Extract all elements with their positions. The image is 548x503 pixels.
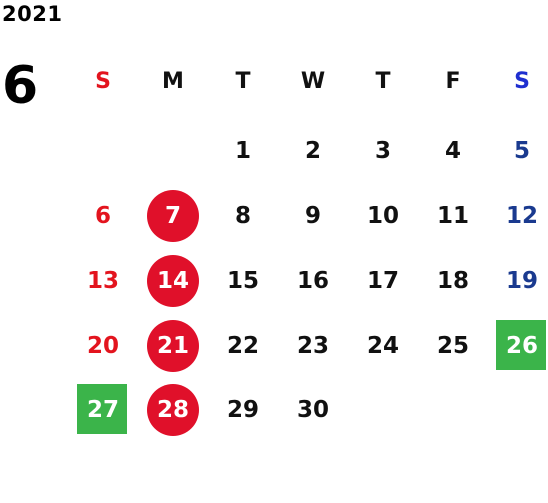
day-number: 28 (156, 397, 189, 423)
day-cell-holiday[interactable]: 14 (143, 255, 203, 307)
day-cell[interactable]: 13 (73, 255, 133, 307)
weekday-header: W (300, 68, 326, 94)
day-cell[interactable]: 4 (423, 125, 483, 177)
day-cell[interactable]: 12 (492, 190, 548, 242)
day-number: 1 (234, 138, 251, 164)
day-cell-highlighted[interactable]: 26 (492, 320, 548, 372)
day-number: 30 (296, 397, 329, 423)
day-number: 18 (436, 268, 469, 294)
day-number: 2 (304, 138, 321, 164)
day-number: 5 (513, 138, 530, 164)
day-cell-highlighted[interactable]: 27 (73, 384, 133, 436)
day-number: 3 (374, 138, 391, 164)
day-cell-holiday[interactable]: 21 (143, 320, 203, 372)
day-number: 6 (94, 203, 111, 229)
day-number: 11 (436, 203, 469, 229)
month-label: 6 (2, 56, 39, 116)
weekday-header: T (375, 68, 391, 94)
day-cell[interactable]: 16 (283, 255, 343, 307)
day-number: 26 (505, 333, 538, 359)
day-cell[interactable]: 15 (213, 255, 273, 307)
day-cell[interactable]: 18 (423, 255, 483, 307)
weekday-header: M (162, 68, 184, 94)
day-cell[interactable]: 11 (423, 190, 483, 242)
weekday-header: T (235, 68, 251, 94)
day-cell[interactable]: 19 (492, 255, 548, 307)
day-cell[interactable]: 2 (283, 125, 343, 177)
day-number: 10 (366, 203, 399, 229)
day-cell[interactable]: 29 (213, 384, 273, 436)
day-number: 16 (296, 268, 329, 294)
day-cell-holiday[interactable]: 28 (143, 384, 203, 436)
weekday-header: S (95, 68, 111, 94)
day-number: 19 (505, 268, 538, 294)
day-number: 12 (505, 203, 538, 229)
day-number: 14 (156, 268, 189, 294)
day-number: 8 (234, 203, 251, 229)
day-cell[interactable]: 5 (492, 125, 548, 177)
day-number: 4 (444, 138, 461, 164)
day-cell[interactable]: 6 (73, 190, 133, 242)
day-cell[interactable]: 24 (353, 320, 413, 372)
day-number: 29 (226, 397, 259, 423)
day-cell[interactable]: 22 (213, 320, 273, 372)
weekday-header: S (514, 68, 530, 94)
day-cell[interactable]: 20 (73, 320, 133, 372)
day-number: 15 (226, 268, 259, 294)
day-number: 27 (86, 397, 119, 423)
day-number: 17 (366, 268, 399, 294)
day-number: 7 (164, 203, 181, 229)
day-number: 21 (156, 333, 189, 359)
year-label: 2021 (2, 2, 63, 26)
day-cell[interactable]: 30 (283, 384, 343, 436)
day-number: 9 (304, 203, 321, 229)
day-number: 22 (226, 333, 259, 359)
day-number: 20 (86, 333, 119, 359)
day-number: 24 (366, 333, 399, 359)
day-number: 13 (86, 268, 119, 294)
day-cell[interactable]: 10 (353, 190, 413, 242)
day-number: 23 (296, 333, 329, 359)
day-cell[interactable]: 8 (213, 190, 273, 242)
day-cell[interactable]: 23 (283, 320, 343, 372)
day-cell[interactable]: 3 (353, 125, 413, 177)
day-cell[interactable]: 17 (353, 255, 413, 307)
weekday-header: F (445, 68, 461, 94)
day-cell[interactable]: 9 (283, 190, 343, 242)
day-cell[interactable]: 1 (213, 125, 273, 177)
day-cell[interactable]: 25 (423, 320, 483, 372)
day-cell-holiday[interactable]: 7 (143, 190, 203, 242)
day-number: 25 (436, 333, 469, 359)
